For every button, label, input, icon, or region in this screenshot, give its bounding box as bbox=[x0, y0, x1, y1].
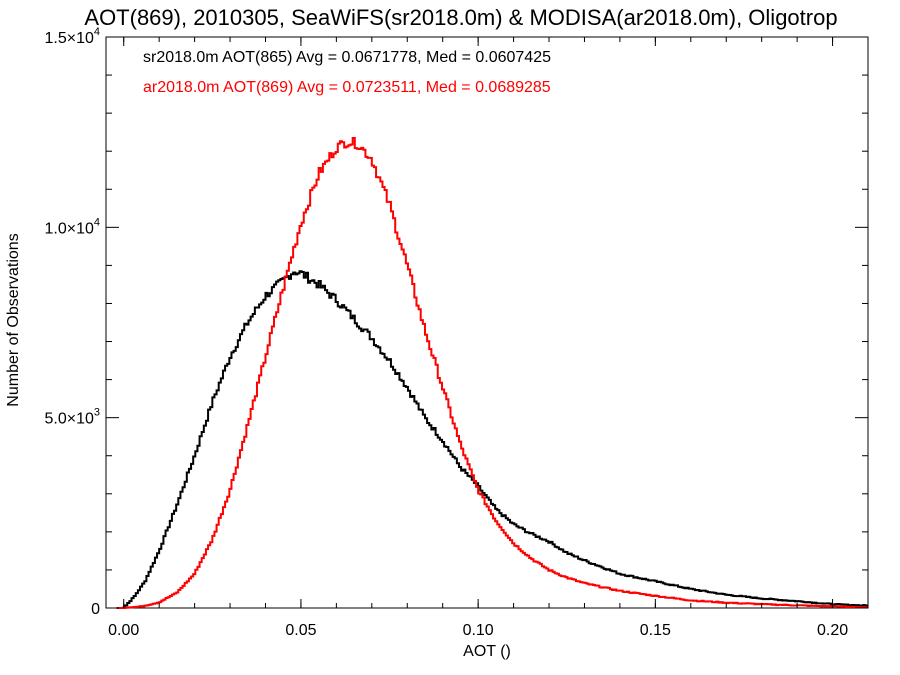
y-tick-label: 5.0×103 bbox=[44, 407, 100, 428]
y-tick-exponent: 3 bbox=[94, 407, 100, 419]
y-axis-label: Number of Observations bbox=[5, 233, 22, 406]
y-tick-exponent: 4 bbox=[94, 216, 100, 228]
x-axis-label: AOT () bbox=[463, 643, 511, 660]
plot-frame bbox=[105, 36, 869, 609]
x-tick-label: 0.05 bbox=[285, 622, 316, 639]
legend-entry-ar2018: ar2018.0m AOT(869) Avg = 0.0723511, Med … bbox=[143, 79, 551, 96]
plot-area bbox=[105, 36, 869, 609]
y-tick-label: 1.0×104 bbox=[44, 216, 100, 237]
y-tick-label: 0 bbox=[91, 601, 100, 618]
y-tick-mantissa: 0 bbox=[91, 601, 100, 618]
chart-title: AOT(869), 2010305, SeaWiFS(sr2018.0m) & … bbox=[84, 5, 837, 30]
y-tick-mantissa: 5.0×10 bbox=[44, 411, 93, 428]
y-tick-label: 1.5×104 bbox=[44, 26, 100, 47]
legend-entry-sr2018: sr2018.0m AOT(865) Avg = 0.0671778, Med … bbox=[143, 49, 551, 66]
x-tick-label: 0.15 bbox=[640, 622, 671, 639]
x-tick-label: 0.10 bbox=[463, 622, 494, 639]
y-tick-mantissa: 1.5×10 bbox=[44, 30, 93, 47]
y-tick-mantissa: 1.0×10 bbox=[44, 220, 93, 237]
series-line-sr2018.0m bbox=[116, 270, 869, 609]
series-line-ar2018.0m bbox=[116, 136, 869, 609]
x-tick-label: 0.00 bbox=[108, 622, 139, 639]
y-tick-exponent: 4 bbox=[94, 26, 100, 38]
x-tick-labels: 0.00 0.05 0.10 0.15 0.20 bbox=[108, 622, 848, 639]
x-tick-label: 0.20 bbox=[817, 622, 848, 639]
